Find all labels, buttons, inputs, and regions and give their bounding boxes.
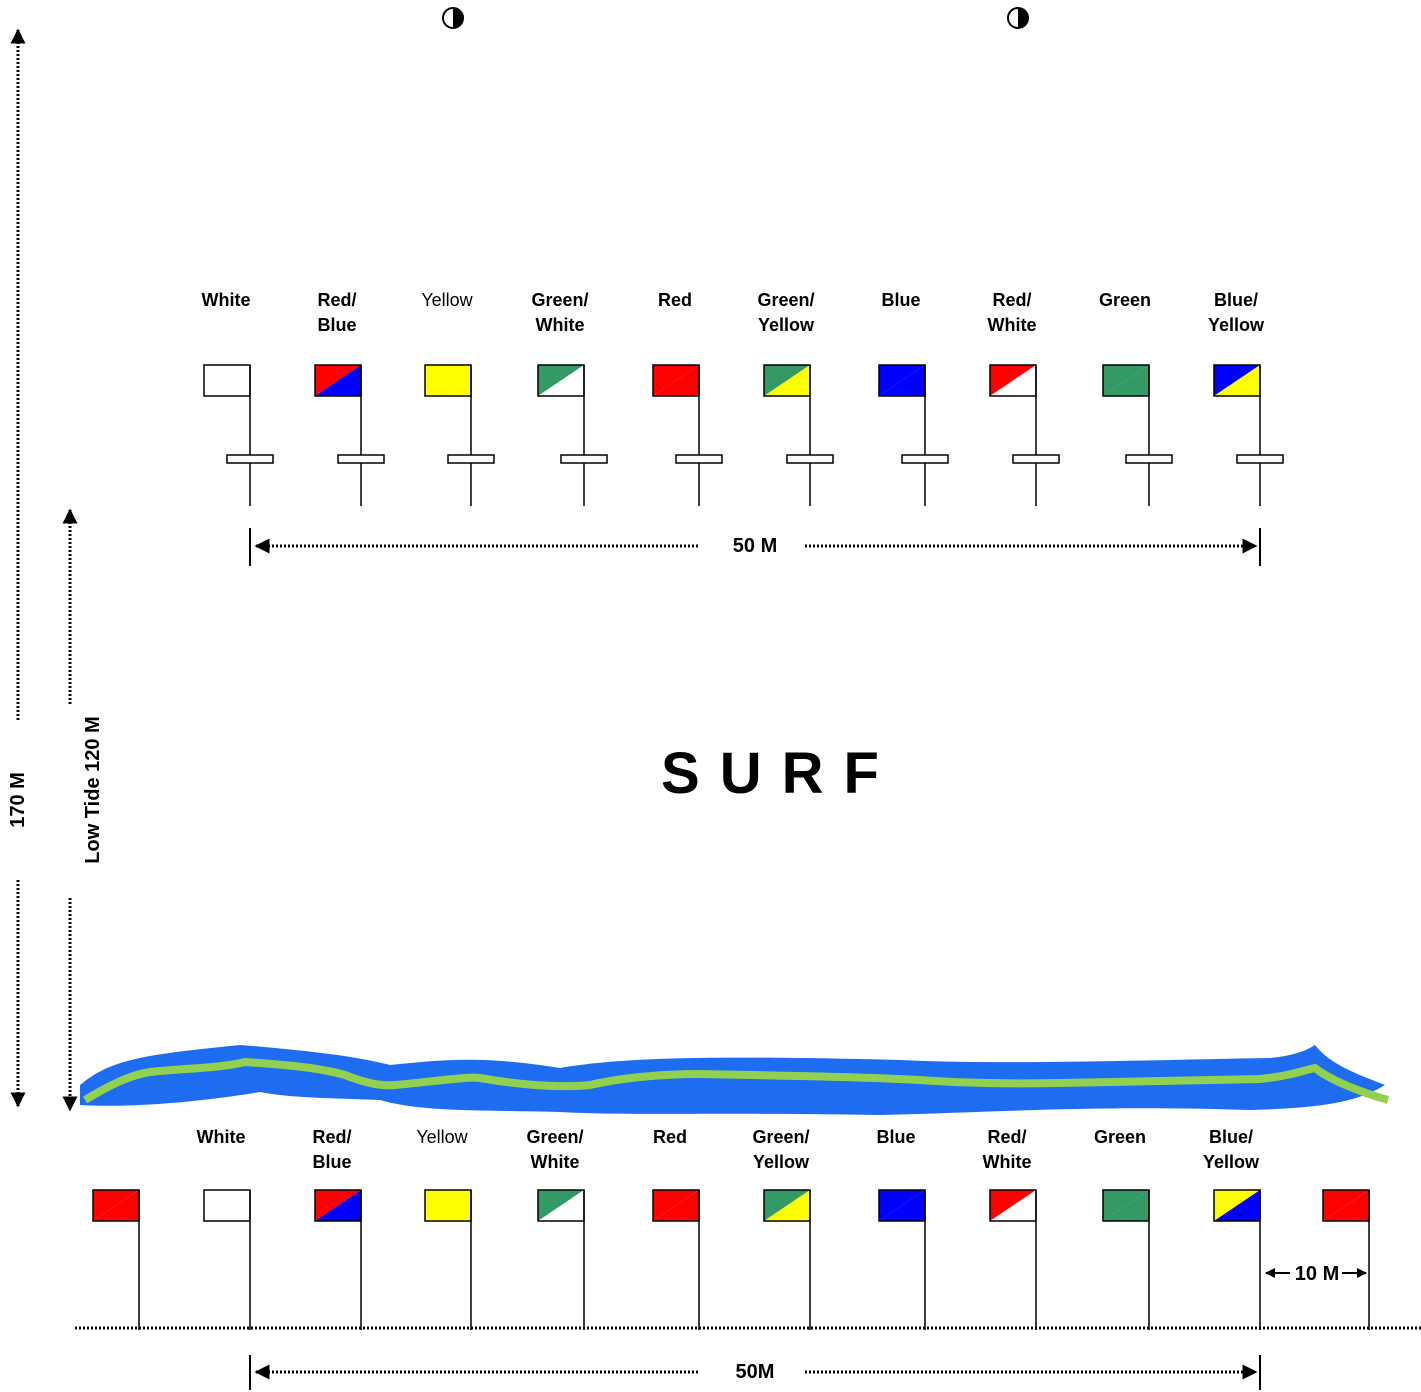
- pole-base: [1125, 454, 1173, 464]
- flag-label: Yellow: [421, 290, 473, 310]
- flag-label: Red: [657, 290, 692, 310]
- flag-part: [204, 365, 250, 396]
- flag-label: Green/ Yellow: [757, 290, 815, 334]
- flag-part: [538, 1190, 584, 1221]
- flag-label: Blue: [881, 290, 921, 310]
- top-width-label: 50 M: [720, 534, 790, 558]
- flag-part: [990, 365, 1036, 396]
- flag-label: Red/ Blue: [312, 1127, 352, 1171]
- pole-base: [447, 454, 495, 464]
- flag-part: [1103, 1190, 1149, 1221]
- flag-label: Blue/ Yellow: [1202, 1127, 1260, 1171]
- pole-base: [560, 454, 608, 464]
- flag-part: [879, 1190, 925, 1221]
- flag-part: [653, 1190, 699, 1221]
- surf-label: SURF: [661, 741, 899, 806]
- moon-icons: [442, 7, 1029, 29]
- flag-label: White: [201, 290, 251, 310]
- flag-label: Blue/ Yellow: [1207, 290, 1265, 334]
- flag-label: Blue: [876, 1127, 916, 1147]
- flag-label: White: [196, 1127, 246, 1147]
- flag-label: Green/ Yellow: [752, 1127, 810, 1171]
- flag-label: Green: [1093, 1127, 1147, 1147]
- flag-part: [764, 1190, 810, 1221]
- flag-part: [425, 1190, 471, 1221]
- flag-part: [1214, 1190, 1260, 1221]
- flag-label: Red/ Blue: [317, 290, 357, 334]
- end-ticks: [249, 528, 1367, 1390]
- flag-part: [93, 1190, 139, 1221]
- dimension-lines: [10, 28, 1421, 1380]
- flag-part: [1323, 1190, 1369, 1221]
- flag-part: [1103, 365, 1149, 396]
- pole-base: [901, 454, 949, 464]
- low-tide-label: Low Tide 120 M: [82, 716, 104, 864]
- flag-part: [315, 365, 361, 396]
- pole-base: [1012, 454, 1060, 464]
- flag-part: [990, 1190, 1036, 1221]
- flag-part: [879, 365, 925, 396]
- surf-wave: [80, 1045, 1390, 1115]
- flag-part: [538, 365, 584, 396]
- spacing-label: 10 M: [1294, 1263, 1340, 1285]
- flag-label: Red: [652, 1127, 687, 1147]
- pole-base: [786, 454, 834, 464]
- flag-label: Green: [1098, 290, 1152, 310]
- flag-label: Green/ White: [526, 1127, 584, 1171]
- flag-label: Green/ White: [531, 290, 589, 334]
- total-label: 170 M: [7, 772, 29, 828]
- pole-base: [226, 454, 274, 464]
- flag-label: Red/ White: [987, 290, 1037, 334]
- flag-part: [204, 1190, 250, 1221]
- flag-part: [764, 365, 810, 396]
- flag-label: Red/ White: [982, 1127, 1032, 1171]
- flag-part: [1214, 365, 1260, 396]
- pole-base: [337, 454, 385, 464]
- pole-base: [1236, 454, 1284, 464]
- flag-label: Yellow: [416, 1127, 468, 1147]
- flag-part: [425, 365, 471, 396]
- bottom-width-label: 50M: [720, 1360, 790, 1384]
- flag-part: [653, 365, 699, 396]
- pole-base: [675, 454, 723, 464]
- flag-part: [315, 1190, 361, 1221]
